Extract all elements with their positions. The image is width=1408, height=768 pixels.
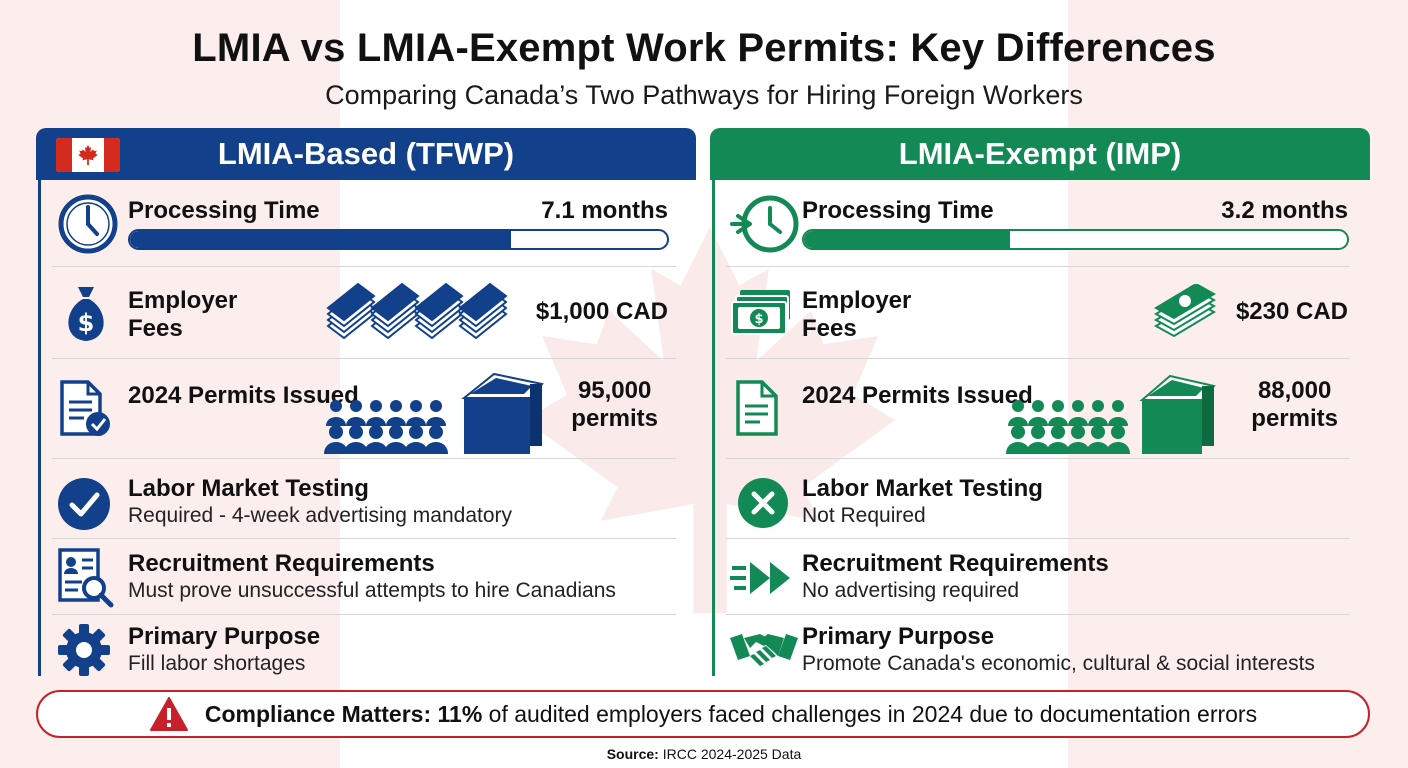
recruitment-requirements-label: Recruitment Requirements (128, 550, 435, 577)
money-bag-icon: $ (68, 287, 104, 341)
permits-issued-value: 88,000 permits (1251, 377, 1338, 433)
source-label: Source: (606, 746, 659, 762)
recruitment-requirements-label: Recruitment Requirements (802, 550, 1109, 577)
primary-purpose-desc: Promote Canada's economic, cultural & so… (802, 652, 1315, 675)
panel-border (712, 172, 715, 676)
employer-fees-value: $1,000 CAD (535, 298, 668, 325)
recruitment-requirements-desc: Must prove unsuccessful attempts to hire… (128, 579, 616, 602)
divider (726, 538, 1350, 539)
x-circle-icon (738, 478, 788, 528)
compliance-percent: 11% (437, 700, 483, 727)
employer-fees-label: Employer Fees (802, 287, 912, 342)
labor-market-testing-desc: Required - 4-week advertising mandatory (128, 504, 513, 527)
permits-issued-label: 2024 Permits Issued (802, 382, 1033, 410)
crowd-with-cash-icon (324, 372, 544, 454)
divider (52, 358, 676, 359)
labor-market-testing-label: Labor Market Testing (128, 475, 369, 502)
divider (52, 458, 676, 459)
permits-issued-number: 88,000 (1257, 377, 1332, 404)
lmia-exempt-panel-header: LMIA-Exempt (IMP) (710, 128, 1370, 180)
lmia-panel: LMIA-Based (TFWP) Processing Time 7.1 mo… (36, 128, 696, 676)
processing-time-bar (802, 229, 1349, 250)
document-check-icon (60, 380, 110, 436)
labor-market-testing-label: Labor Market Testing (802, 475, 1043, 502)
handshake-icon (730, 634, 798, 666)
compliance-text: of audited employers faced challenges in… (488, 700, 1258, 727)
recruitment-requirements-desc: No advertising required (802, 579, 1020, 602)
employer-fees-value: $230 CAD (1235, 298, 1348, 325)
svg-text:$: $ (754, 312, 763, 327)
divider (726, 458, 1350, 459)
processing-time-bar (128, 229, 669, 250)
compliance-banner: Compliance Matters: 11% of audited emplo… (36, 690, 1370, 738)
compliance-lead: Compliance Matters: (204, 700, 432, 727)
crowd-with-cash-icon (1006, 374, 1216, 454)
document-icon (736, 380, 778, 436)
source-text: IRCC 2024-2025 Data (662, 746, 802, 762)
banknote-icon: $ (731, 290, 790, 335)
permits-issued-value: 95,000 permits (571, 377, 658, 433)
canada-flag-icon (56, 138, 120, 172)
divider (726, 266, 1350, 267)
fast-clock-icon (730, 195, 799, 253)
primary-purpose-label: Primary Purpose (802, 623, 995, 650)
permits-issued-unit: permits (1251, 405, 1338, 432)
lmia-panel-header: LMIA-Based (TFWP) (36, 128, 696, 180)
page-title: LMIA vs LMIA-Exempt Work Permits: Key Di… (192, 26, 1216, 70)
panel-border (38, 172, 41, 676)
check-circle-icon (58, 478, 110, 530)
permits-issued-label-text: 2024 Permits Issued (802, 382, 1033, 409)
permits-issued-number: 95,000 (577, 377, 652, 404)
divider (726, 614, 1350, 615)
processing-time-value: 7.1 months (541, 197, 668, 224)
processing-time-bar-fill (804, 231, 1011, 248)
permits-issued-unit: permits (571, 405, 658, 432)
warning-icon (149, 697, 188, 731)
employer-fees-label: Employer Fees (128, 287, 238, 342)
primary-purpose-label: Primary Purpose (128, 623, 321, 650)
svg-text:$: $ (78, 309, 95, 337)
lmia-exempt-panel: LMIA-Exempt (IMP) Processing Time 3.2 mo… (710, 128, 1370, 676)
lmia-exempt-panel-title: LMIA-Exempt (IMP) (898, 136, 1182, 171)
money-stack-icon (1154, 284, 1216, 338)
resume-search-icon (58, 548, 114, 608)
money-stack-icon (326, 282, 508, 340)
page-subtitle: Comparing Canada’s Two Pathways for Hiri… (325, 80, 1083, 110)
labor-market-testing-desc: Not Required (802, 504, 926, 527)
divider (52, 538, 676, 539)
fast-forward-icon (730, 562, 790, 594)
source-note: Source: IRCC 2024-2025 Data (0, 746, 1408, 762)
gear-icon (58, 624, 110, 676)
processing-time-label: Processing Time (802, 197, 994, 224)
permits-issued-label: 2024 Permits Issued (128, 382, 359, 410)
divider (52, 614, 676, 615)
primary-purpose-desc: Fill labor shortages (128, 652, 306, 675)
lmia-panel-title: LMIA-Based (TFWP) (217, 136, 515, 171)
divider (726, 358, 1350, 359)
clock-icon (58, 194, 118, 254)
divider (52, 266, 676, 267)
processing-time-label: Processing Time (128, 197, 320, 224)
processing-time-bar-fill (130, 231, 512, 248)
maple-leaf-watermark-icon (525, 226, 895, 614)
processing-time-value: 3.2 months (1221, 197, 1348, 224)
permits-issued-label-text: 2024 Permits Issued (128, 382, 359, 409)
